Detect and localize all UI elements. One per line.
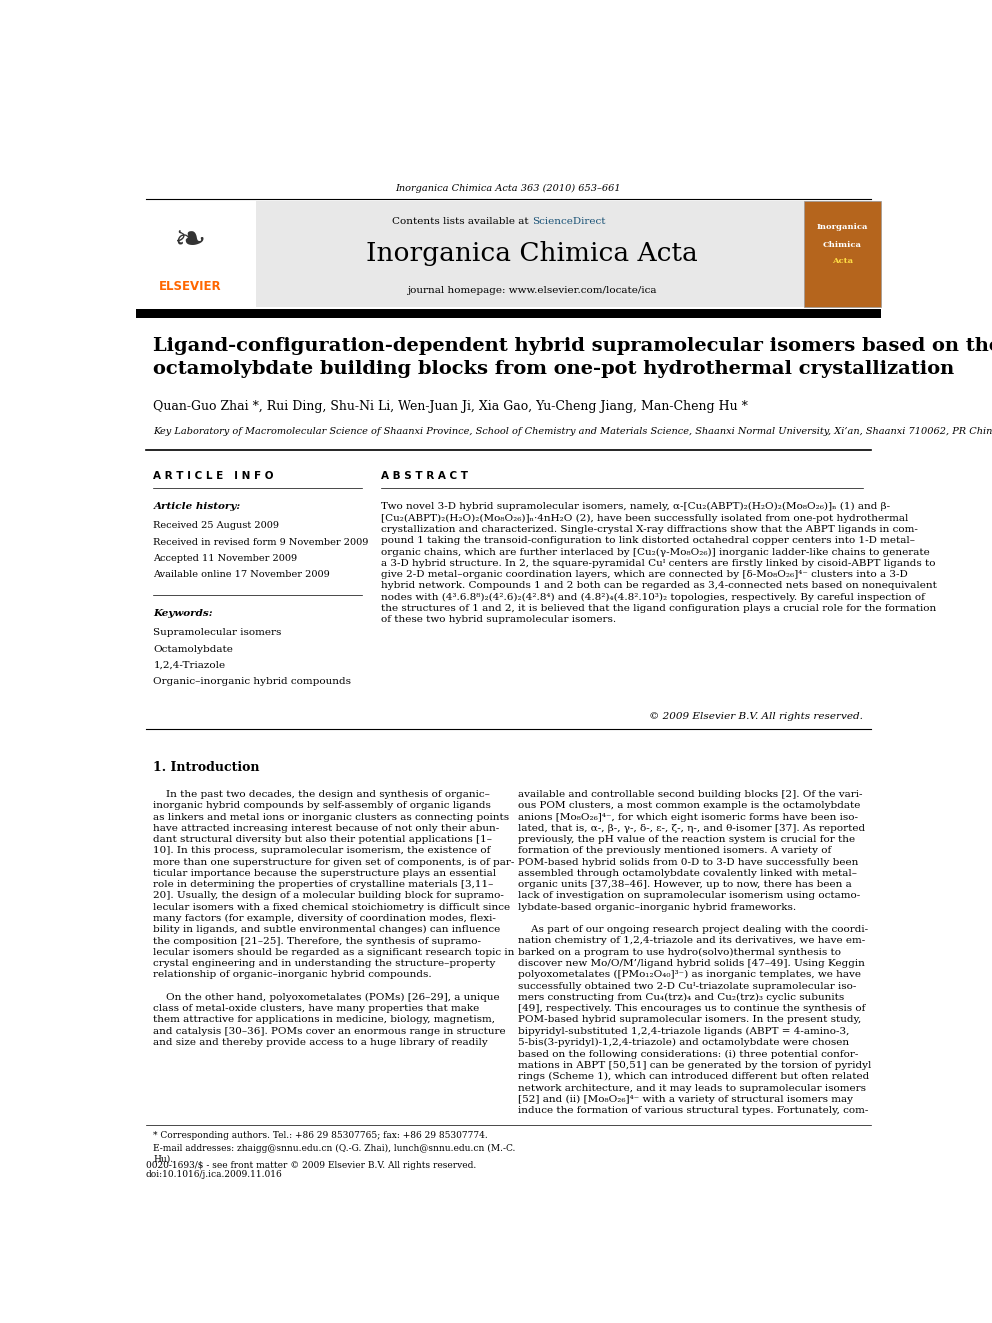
Text: Inorganica Chimica Acta: Inorganica Chimica Acta	[366, 241, 697, 266]
Text: Acta: Acta	[832, 257, 853, 265]
Text: Two novel 3-D hybrid supramolecular isomers, namely, α-[Cu₂(ABPT)₂(H₂O)₂(Mo₈O₂₆): Two novel 3-D hybrid supramolecular isom…	[381, 503, 937, 624]
Text: Contents lists available at: Contents lists available at	[392, 217, 532, 225]
Text: Octamolybdate: Octamolybdate	[154, 644, 233, 654]
Text: Inorganica: Inorganica	[816, 222, 868, 230]
Text: Keywords:: Keywords:	[154, 609, 213, 618]
Text: Ligand-configuration-dependent hybrid supramolecular isomers based on the
octamo: Ligand-configuration-dependent hybrid su…	[154, 336, 992, 377]
Bar	[136, 201, 256, 307]
Text: A B S T R A C T: A B S T R A C T	[381, 471, 468, 482]
Bar	[136, 201, 881, 307]
Text: © 2009 Elsevier B.V. All rights reserved.: © 2009 Elsevier B.V. All rights reserved…	[650, 712, 863, 721]
Text: Received in revised form 9 November 2009: Received in revised form 9 November 2009	[154, 537, 369, 546]
Text: Article history:: Article history:	[154, 503, 241, 511]
Text: A R T I C L E   I N F O: A R T I C L E I N F O	[154, 471, 274, 482]
Text: Quan-Guo Zhai *, Rui Ding, Shu-Ni Li, Wen-Juan Ji, Xia Gao, Yu-Cheng Jiang, Man-: Quan-Guo Zhai *, Rui Ding, Shu-Ni Li, We…	[154, 400, 748, 413]
Text: doi:10.1016/j.ica.2009.11.016: doi:10.1016/j.ica.2009.11.016	[146, 1170, 283, 1179]
Text: Inorganica Chimica Acta 363 (2010) 653–661: Inorganica Chimica Acta 363 (2010) 653–6…	[396, 184, 621, 193]
Text: 0020-1693/$ - see front matter © 2009 Elsevier B.V. All rights reserved.: 0020-1693/$ - see front matter © 2009 El…	[146, 1160, 476, 1170]
Text: ❧: ❧	[174, 222, 206, 261]
Text: Organic–inorganic hybrid compounds: Organic–inorganic hybrid compounds	[154, 677, 351, 685]
Text: available and controllable second building blocks [2]. Of the vari-
ous POM clus: available and controllable second buildi…	[518, 790, 871, 1115]
Text: Supramolecular isomers: Supramolecular isomers	[154, 628, 282, 638]
Text: * Corresponding authors. Tel.: +86 29 85307765; fax: +86 29 85307774.: * Corresponding authors. Tel.: +86 29 85…	[154, 1131, 488, 1140]
Bar	[136, 308, 881, 318]
Text: 1,2,4-Triazole: 1,2,4-Triazole	[154, 660, 225, 669]
Text: Received 25 August 2009: Received 25 August 2009	[154, 521, 280, 531]
Bar	[804, 201, 881, 307]
Text: Accepted 11 November 2009: Accepted 11 November 2009	[154, 554, 298, 562]
Text: E-mail addresses: zhaigg@snnu.edu.cn (Q.-G. Zhai), lunch@snnu.edu.cn (M.-C.
Hu).: E-mail addresses: zhaigg@snnu.edu.cn (Q.…	[154, 1144, 516, 1164]
Text: journal homepage: www.elsevier.com/locate/ica: journal homepage: www.elsevier.com/locat…	[407, 286, 657, 295]
Text: ScienceDirect: ScienceDirect	[532, 217, 605, 225]
Text: 1. Introduction: 1. Introduction	[154, 761, 260, 774]
Text: Available online 17 November 2009: Available online 17 November 2009	[154, 570, 330, 579]
Text: Chimica: Chimica	[823, 241, 862, 249]
Text: Key Laboratory of Macromolecular Science of Shaanxi Province, School of Chemistr: Key Laboratory of Macromolecular Science…	[154, 427, 992, 435]
Text: ELSEVIER: ELSEVIER	[159, 279, 221, 292]
Text: In the past two decades, the design and synthesis of organic–
inorganic hybrid c: In the past two decades, the design and …	[154, 790, 515, 1046]
